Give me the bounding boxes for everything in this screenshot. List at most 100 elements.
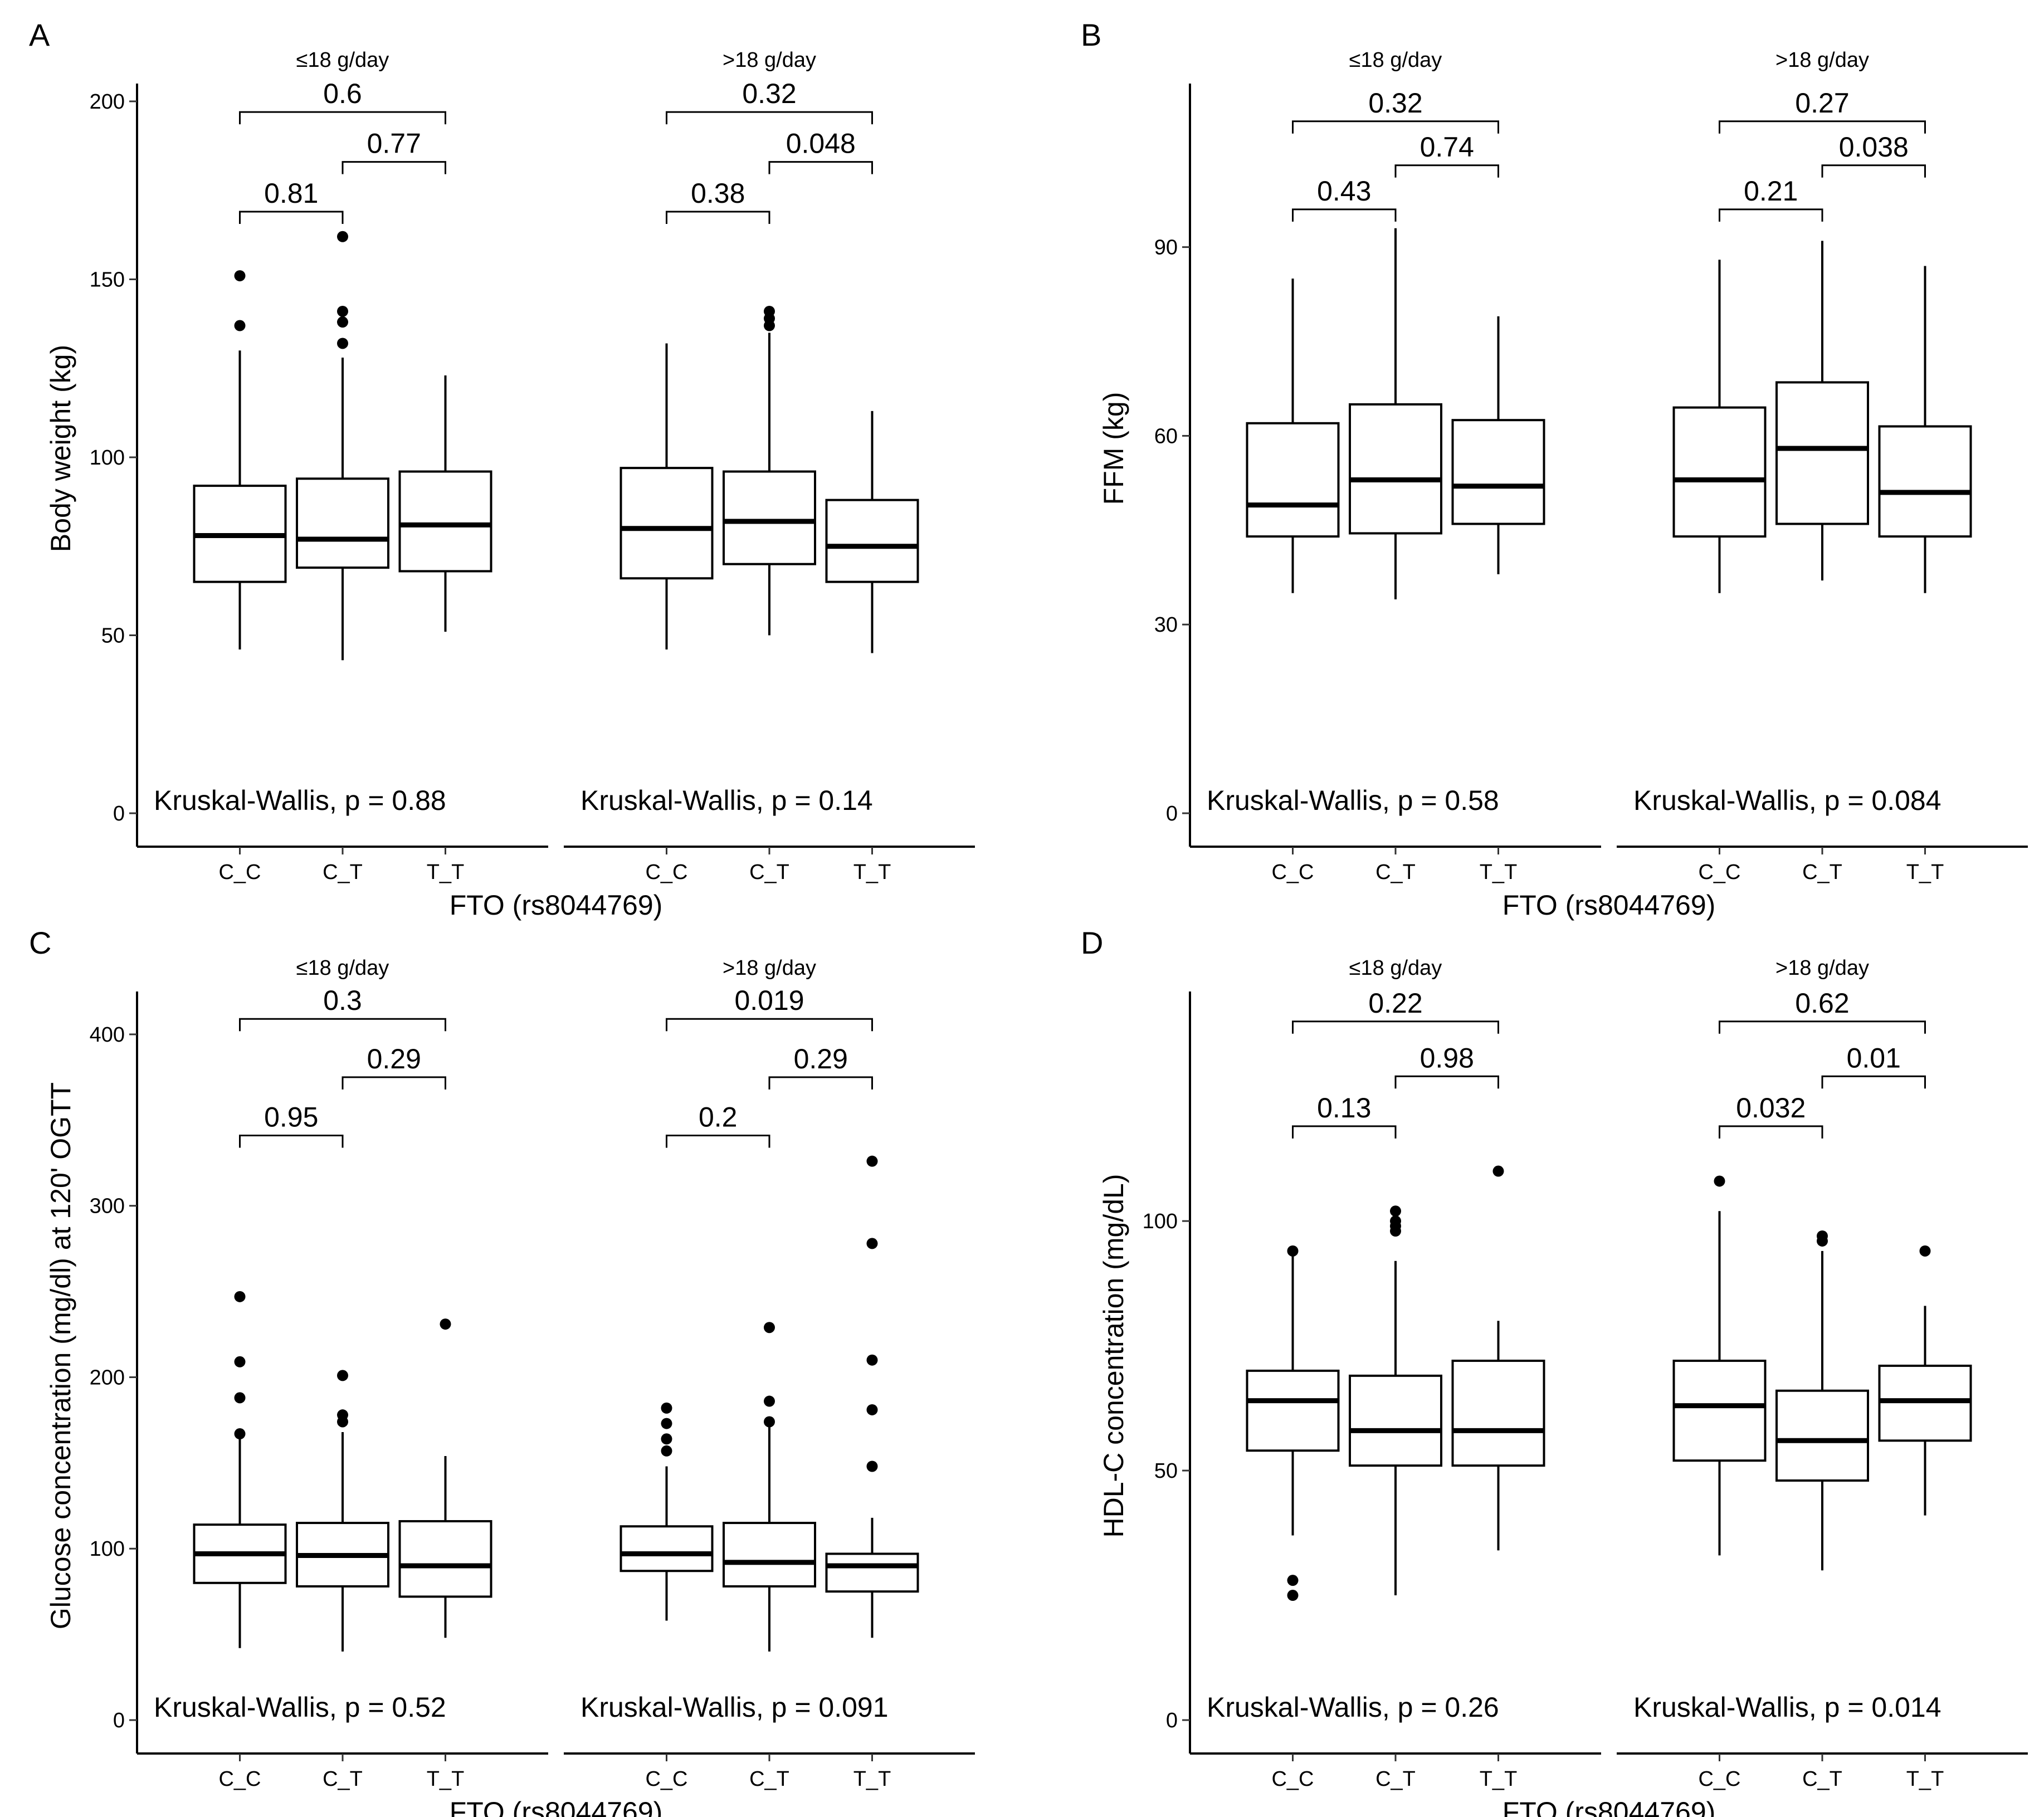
outlier-point bbox=[1492, 1165, 1504, 1177]
outlier-point bbox=[661, 1402, 672, 1414]
p-value-label: 0.21 bbox=[1744, 175, 1798, 207]
x-axis-title: FTO (rs8044769) bbox=[450, 1796, 663, 1817]
box-iqr bbox=[1672, 1359, 1767, 1462]
boxplot-T_T bbox=[1878, 266, 1972, 593]
boxplot-C_T bbox=[723, 1322, 816, 1652]
boxplot-C_C bbox=[619, 343, 714, 650]
outlier-point bbox=[234, 320, 246, 331]
boxplot-C_C bbox=[193, 1291, 287, 1648]
kruskal-wallis-label: Kruskal-Wallis, p = 0.091 bbox=[580, 1692, 889, 1723]
outlier-point bbox=[764, 1322, 775, 1334]
y-tick-label: 200 bbox=[90, 90, 125, 114]
box-iqr bbox=[1878, 425, 1972, 538]
x-tick-label: C_C bbox=[1698, 1767, 1740, 1791]
y-tick-label: 0 bbox=[1166, 1709, 1178, 1732]
p-value-label: 0.32 bbox=[1368, 87, 1422, 119]
kruskal-wallis-label: Kruskal-Wallis, p = 0.88 bbox=[154, 785, 446, 816]
outlier-point bbox=[337, 316, 348, 328]
outlier-point bbox=[661, 1433, 672, 1445]
outlier-point bbox=[764, 1395, 775, 1407]
bracket-line bbox=[1719, 1125, 1823, 1139]
x-tick-label: C_C bbox=[645, 1767, 687, 1791]
bracket-line bbox=[666, 211, 770, 224]
outlier-point bbox=[234, 1291, 246, 1302]
boxplot-C_T bbox=[1775, 241, 1869, 581]
comparison-bracket: 0.22 bbox=[1292, 988, 1499, 1034]
boxplot-C_T bbox=[1775, 1230, 1869, 1571]
box-iqr bbox=[398, 470, 492, 573]
comparison-bracket: 0.27 bbox=[1719, 87, 1926, 134]
y-tick-label: 150 bbox=[90, 268, 125, 291]
p-value-label: 0.74 bbox=[1420, 131, 1474, 163]
x-axis-title: FTO (rs8044769) bbox=[1502, 890, 1716, 921]
y-axis-title: FFM (kg) bbox=[1098, 392, 1129, 505]
facet-title: ≤18 g/day bbox=[1349, 48, 1442, 72]
x-axis-title: FTO (rs8044769) bbox=[450, 890, 663, 921]
x-tick-label: C_T bbox=[323, 861, 363, 884]
bracket-line bbox=[666, 1018, 873, 1032]
y-tick-label: 300 bbox=[90, 1195, 125, 1218]
bracket-line bbox=[1292, 120, 1499, 134]
boxplot-C_C bbox=[193, 270, 287, 650]
facet-title: ≤18 g/day bbox=[296, 956, 389, 980]
comparison-bracket: 0.81 bbox=[239, 178, 344, 224]
boxplot-T_T bbox=[398, 375, 492, 632]
x-tick-label: C_T bbox=[1375, 1767, 1416, 1791]
box-iqr bbox=[723, 470, 816, 565]
facet-title: >18 g/day bbox=[723, 48, 816, 72]
comparison-bracket: 0.019 bbox=[666, 985, 873, 1032]
x-tick-label: C_C bbox=[1271, 1767, 1314, 1791]
y-tick-label: 0 bbox=[113, 1709, 125, 1732]
boxplot-T_T bbox=[398, 1318, 492, 1638]
bracket-line bbox=[342, 161, 446, 174]
outlier-point bbox=[234, 1356, 246, 1367]
comparison-bracket: 0.038 bbox=[1821, 131, 1926, 178]
p-value-label: 0.77 bbox=[367, 128, 421, 159]
box-iqr bbox=[1775, 1389, 1869, 1482]
box-iqr bbox=[619, 1525, 714, 1572]
p-value-label: 0.27 bbox=[1795, 87, 1849, 119]
box-iqr bbox=[398, 1520, 492, 1598]
outlier-point bbox=[1287, 1245, 1299, 1257]
x-tick-label: T_T bbox=[1906, 1767, 1944, 1791]
facet-title: >18 g/day bbox=[1775, 956, 1869, 980]
x-tick-label: T_T bbox=[427, 1767, 465, 1791]
x-tick-label: C_C bbox=[218, 861, 261, 884]
boxplot-C_T bbox=[1349, 1205, 1442, 1596]
panel-letter: D bbox=[1081, 925, 1103, 960]
y-tick-label: 30 bbox=[1154, 613, 1178, 637]
y-tick-label: 0 bbox=[1166, 802, 1178, 826]
x-tick-label: T_T bbox=[853, 861, 891, 884]
panel-letter: B bbox=[1081, 17, 1101, 52]
x-tick-label: T_T bbox=[427, 861, 465, 884]
boxplot-C_T bbox=[296, 1370, 389, 1652]
kruskal-wallis-label: Kruskal-Wallis, p = 0.26 bbox=[1207, 1692, 1499, 1723]
p-value-label: 0.3 bbox=[323, 985, 362, 1016]
x-tick-label: T_T bbox=[1480, 1767, 1518, 1791]
box-iqr bbox=[723, 1522, 816, 1588]
outlier-point bbox=[1390, 1215, 1401, 1227]
p-value-label: 0.29 bbox=[794, 1043, 848, 1074]
panel-A: A 0 50 100 150 200 Body weight (kg) FTO (rs8044… bbox=[29, 17, 975, 921]
boxplot-C_C bbox=[1246, 279, 1340, 593]
comparison-bracket: 0.29 bbox=[768, 1043, 873, 1090]
outlier-point bbox=[866, 1461, 878, 1472]
box-iqr bbox=[1246, 1369, 1340, 1452]
facet-low: ≤18 g/day C_C C_T T_T 0.13 0.98 0.22 Kruskal-Wa… bbox=[1190, 956, 1601, 1791]
x-tick-label: C_T bbox=[749, 861, 789, 884]
facet-low: ≤18 g/day C_C C_T T_T 0.43 0.74 0.32 Kruskal-Wa… bbox=[1190, 48, 1601, 884]
comparison-bracket: 0.74 bbox=[1394, 131, 1499, 178]
x-tick-label: C_T bbox=[749, 1767, 789, 1791]
outlier-point bbox=[337, 1409, 348, 1421]
comparison-bracket: 0.13 bbox=[1292, 1092, 1397, 1139]
x-tick-label: C_T bbox=[1375, 861, 1416, 884]
boxplot-T_T bbox=[1878, 1245, 1972, 1516]
outlier-point bbox=[1287, 1590, 1299, 1601]
bracket-line bbox=[1292, 1020, 1499, 1034]
bracket-line bbox=[1719, 1020, 1926, 1034]
outlier-point bbox=[234, 270, 246, 282]
p-value-label: 0.38 bbox=[691, 178, 745, 209]
outlier-point bbox=[866, 1155, 878, 1167]
p-value-label: 0.019 bbox=[734, 985, 804, 1016]
p-value-label: 0.22 bbox=[1368, 988, 1422, 1019]
